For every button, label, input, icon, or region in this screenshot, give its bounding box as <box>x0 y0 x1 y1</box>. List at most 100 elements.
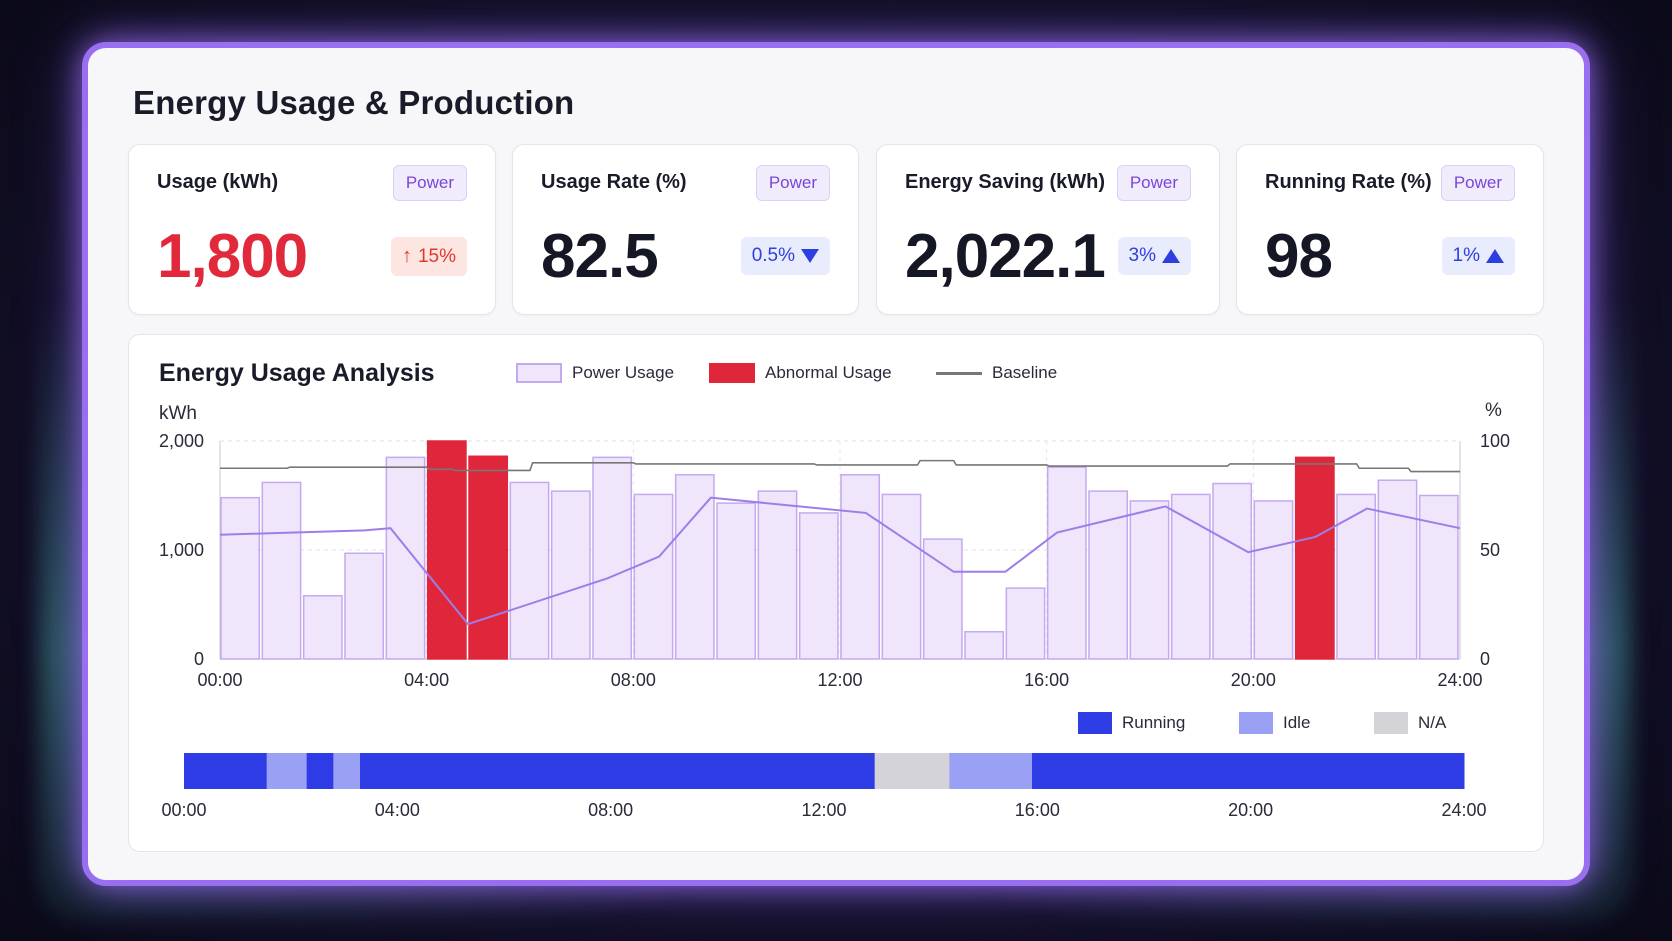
card-tag[interactable]: Power <box>392 165 467 201</box>
kpi-card-energy-saving[interactable]: Energy Saving (kWh) Power 2,022.1 3% <box>876 144 1220 315</box>
power-usage-bar <box>1046 466 1087 660</box>
timeline-tick-label: 16:00 <box>1015 800 1060 820</box>
delta-value: 15% <box>417 245 456 267</box>
card-label: Usage (kWh) <box>157 171 279 193</box>
timeline-segment-na <box>874 753 950 789</box>
timeline-segment-idle <box>333 753 361 789</box>
triangle-up-icon <box>1162 249 1180 263</box>
abnormal-usage-swatch <box>709 363 755 383</box>
arrow-up-icon: ↑ <box>401 245 412 267</box>
idle-swatch <box>1239 712 1273 734</box>
kpi-card-running-rate[interactable]: Running Rate (%) Power 98 1% <box>1236 144 1544 315</box>
power-usage-bar <box>1253 500 1294 660</box>
delta-badge: 1% <box>1441 237 1515 275</box>
legend-label: Abnormal Usage <box>765 363 892 382</box>
page-title: Energy Usage & Production <box>133 84 575 121</box>
power-usage-bar <box>509 481 550 660</box>
baseline-line <box>220 459 1460 473</box>
legend-baseline[interactable]: Baseline <box>936 363 1057 383</box>
power-usage-bar <box>1170 493 1211 660</box>
triangle-up-icon <box>1486 249 1504 263</box>
legend-power-usage[interactable]: Power Usage <box>516 363 674 383</box>
card-tag[interactable]: Power <box>755 165 830 201</box>
power-usage-bar <box>633 493 674 660</box>
x-tick-label: 00:00 <box>197 670 242 690</box>
timeline-segment-running <box>306 753 334 789</box>
delta-badge: ↑ 15% <box>390 237 467 276</box>
card-value: 82.5 <box>541 222 659 291</box>
power-usage-bar <box>220 496 261 660</box>
legend-abnormal-usage[interactable]: Abnormal Usage <box>709 363 892 383</box>
legend-label: Baseline <box>992 363 1058 382</box>
timeline-segment-idle <box>266 753 308 789</box>
y2-tick-label: 0 <box>1480 649 1490 669</box>
legend-label: Power Usage <box>572 363 675 382</box>
legend-label: N/A <box>1418 713 1447 732</box>
na-swatch <box>1374 712 1408 734</box>
kpi-card-usage[interactable]: Usage (kWh) Power 1,800 ↑ 15% <box>128 144 496 315</box>
power-usage-swatch <box>516 363 562 383</box>
timeline-tick-label: 12:00 <box>801 800 846 820</box>
timeline-tick-label: 24:00 <box>1441 800 1486 820</box>
kpi-card-usage-rate[interactable]: Usage Rate (%) Power 82.5 0.5% <box>512 144 859 315</box>
timeline-tick-label: 00:00 <box>161 800 206 820</box>
power-usage-bar <box>261 481 302 660</box>
legend-label: Idle <box>1283 713 1311 732</box>
card-label: Usage Rate (%) <box>541 171 687 193</box>
y-tick-label: 0 <box>194 649 204 669</box>
power-usage-bar <box>550 490 591 660</box>
timeline-segment-running <box>360 753 876 789</box>
abnormal-usage-bar <box>468 455 509 660</box>
power-usage-bar <box>1129 500 1170 660</box>
card-label: Running Rate (%) <box>1265 171 1432 193</box>
power-usage-bar <box>674 474 715 660</box>
legend-running[interactable]: Running <box>1078 712 1185 734</box>
y2-tick-label: 100 <box>1480 431 1510 451</box>
power-usage-bar <box>881 493 922 660</box>
delta-badge: 3% <box>1117 237 1191 275</box>
x-tick-label: 08:00 <box>611 670 656 690</box>
y2-tick-label: 50 <box>1480 540 1500 560</box>
delta-badge: 0.5% <box>740 237 830 275</box>
running-swatch <box>1078 712 1112 734</box>
x-tick-label: 20:00 <box>1231 670 1276 690</box>
usage-rate-line <box>219 496 1461 626</box>
power-usage-bar <box>840 474 881 660</box>
delta-value: 0.5% <box>751 245 795 266</box>
timeline-tick-label: 04:00 <box>375 800 420 820</box>
delta-value: 1% <box>1452 245 1480 266</box>
baseline-swatch <box>936 371 982 375</box>
legend-label: Running <box>1122 713 1186 732</box>
timeline-segment-running <box>184 753 268 789</box>
power-usage-bar <box>716 502 757 660</box>
card-value: 98 <box>1265 222 1333 291</box>
power-usage-bar <box>302 595 343 660</box>
y-axis-unit: kWh <box>159 403 197 424</box>
card-label: Energy Saving (kWh) <box>905 171 1106 193</box>
timeline-tick-label: 08:00 <box>588 800 633 820</box>
legend-idle[interactable]: Idle <box>1239 712 1310 734</box>
card-value: 1,800 <box>157 222 308 291</box>
x-tick-label: 16:00 <box>1024 670 1069 690</box>
abnormal-usage-bar <box>426 440 467 660</box>
power-usage-bar <box>798 512 839 660</box>
y-tick-label: 1,000 <box>159 540 204 560</box>
power-usage-bar <box>592 456 633 660</box>
power-usage-bar <box>1336 493 1377 660</box>
analysis-title: Energy Usage Analysis <box>159 359 435 387</box>
power-usage-bar <box>1212 482 1253 660</box>
power-usage-bar <box>922 538 963 660</box>
legend-na[interactable]: N/A <box>1374 712 1446 734</box>
card-tag[interactable]: Power <box>1440 165 1515 201</box>
x-tick-label: 04:00 <box>404 670 449 690</box>
y-tick-label: 2,000 <box>159 431 204 451</box>
x-tick-label: 24:00 <box>1437 670 1482 690</box>
card-tag[interactable]: Power <box>1116 165 1191 201</box>
y2-axis-unit: % <box>1485 400 1502 421</box>
timeline-segment-idle <box>949 753 1033 789</box>
power-usage-bar <box>344 552 385 660</box>
power-usage-bar <box>964 631 1005 660</box>
power-usage-bar <box>1377 479 1418 660</box>
delta-value: 3% <box>1128 245 1156 266</box>
